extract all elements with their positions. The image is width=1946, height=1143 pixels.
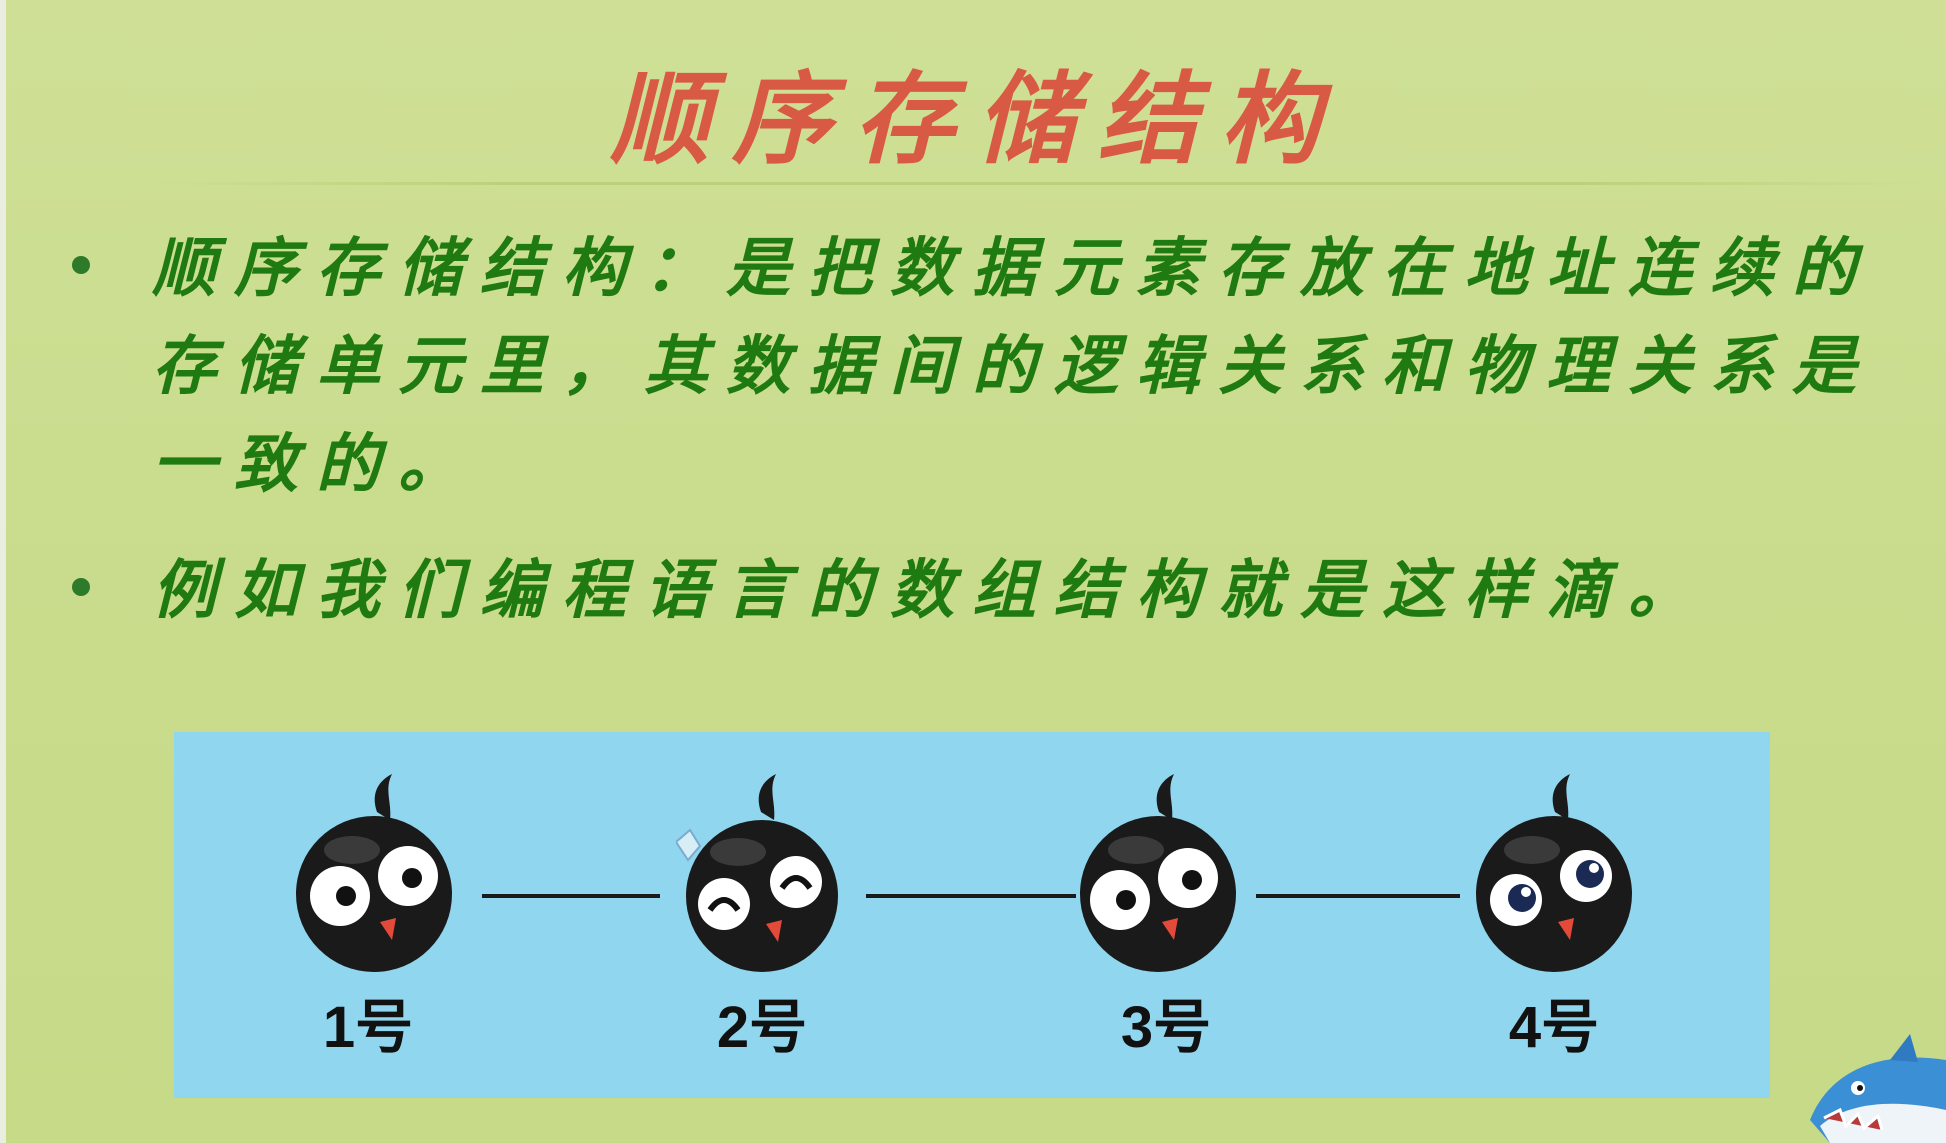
shark-mascot-icon <box>1810 1034 1946 1143</box>
tadpole-character-icon <box>676 774 838 972</box>
tadpole-character-icon <box>296 774 452 972</box>
node-label-1: 1号 <box>322 995 414 1060</box>
title-divider <box>156 182 1926 185</box>
array-diagram: 1号 2号 3号 4号 <box>174 732 1770 1098</box>
window-edge <box>0 0 6 1143</box>
slide-title: 顺序存储结构 <box>610 60 1342 178</box>
tadpole-character-icon <box>1080 774 1236 972</box>
node-label-4: 4号 <box>1508 995 1600 1060</box>
bullet-definition: 顺序存储结构：是把数据元素存放在地址连续的存储单元里，其数据间的逻辑关系和物理关… <box>152 231 1874 502</box>
tadpole-character-icon <box>1476 774 1632 972</box>
link-line <box>866 894 1076 898</box>
bullet-icon <box>72 578 90 596</box>
node-label-3: 3号 <box>1120 995 1212 1060</box>
link-line <box>482 894 660 898</box>
link-line <box>1256 894 1460 898</box>
node-label-2: 2号 <box>716 995 808 1060</box>
bullet-example: 例如我们编程语言的数组结构就是这样滴。 <box>152 553 1710 628</box>
slide: 顺序存储结构 顺序存储结构：是把数据元素存放在地址连续的存储单元里，其数据间的逻… <box>6 0 1946 1143</box>
bullet-icon <box>72 256 90 274</box>
